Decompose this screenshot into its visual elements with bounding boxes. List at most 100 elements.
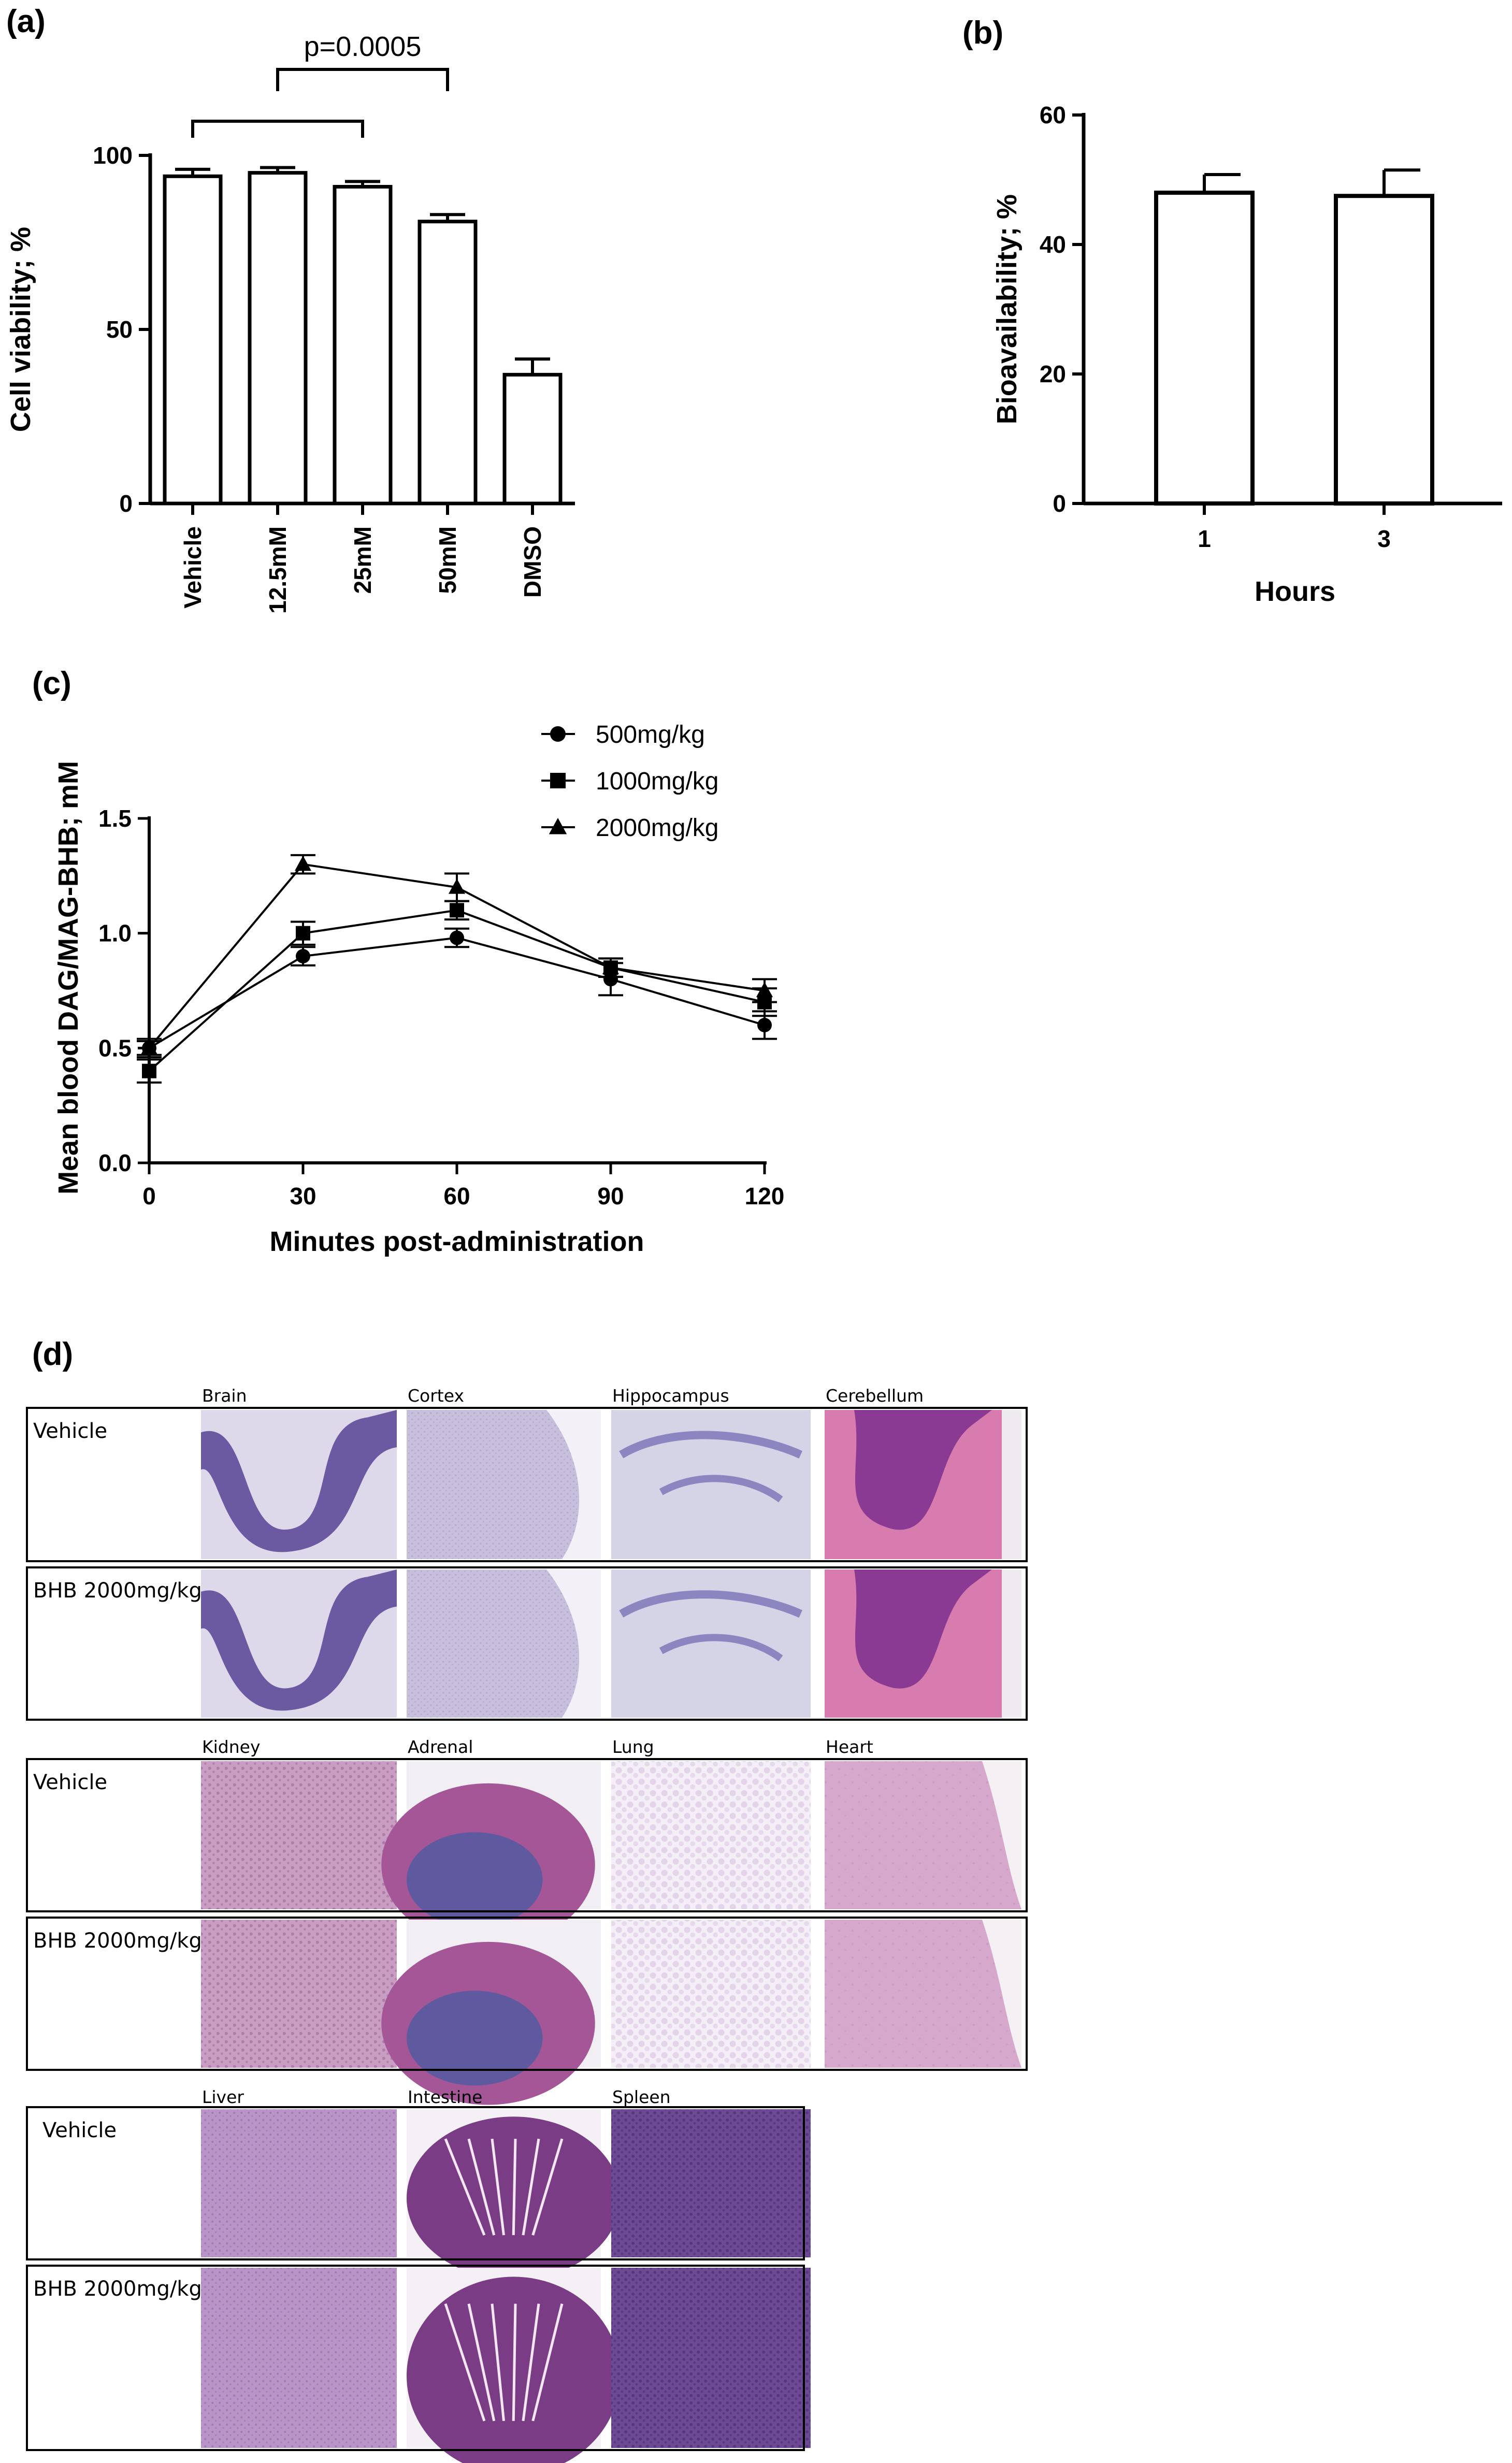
tissue-fold (512, 2303, 517, 2421)
tissue-bg (201, 1761, 397, 1909)
tissue-layer (659, 1475, 783, 1503)
tissue-image-heart (825, 1761, 1021, 1909)
tissue-fold (512, 2139, 517, 2236)
tissue-image-spleen (611, 2109, 811, 2257)
tissue-bg (611, 1920, 811, 2068)
data-point (450, 930, 464, 945)
data-point (603, 972, 618, 987)
tissue-layer (407, 1991, 543, 2086)
legend-marker (549, 818, 567, 834)
tissue-layer (854, 1569, 992, 1689)
data-point (142, 1063, 156, 1078)
panel-label-d: (d) (32, 1336, 73, 1372)
bar (1334, 194, 1434, 506)
tissue-layer (619, 1590, 803, 1618)
tissue-bg (201, 2109, 397, 2257)
tissue-layer (201, 1569, 397, 1711)
panel-label-b: (b) (962, 15, 1003, 51)
y-tick-label: 50 (106, 316, 133, 343)
tissue-image-brain (201, 1569, 397, 1718)
tissue-image-intestine (407, 2109, 621, 2280)
histology-row-frame (26, 1758, 1028, 1912)
data-point (140, 1039, 158, 1055)
y-tick-label: 1.0 (98, 920, 132, 947)
y-tick-label: 60 (1040, 102, 1066, 128)
y-tick-label: 20 (1040, 361, 1066, 387)
tissue-image-kidney (201, 1761, 397, 1909)
y-tick-label: 1.5 (98, 805, 132, 832)
panel-label-c: (c) (32, 666, 71, 701)
tissue-fold (444, 2138, 486, 2236)
data-point (448, 878, 466, 894)
tissue-image-adrenal (381, 1761, 601, 1947)
x-tick-label: 120 (745, 1183, 785, 1209)
tissue-edge (1002, 1569, 1021, 1718)
tissue-bg (825, 1920, 1021, 2068)
tissue-layer (659, 1634, 783, 1662)
tissue-label: Liver (202, 2087, 244, 2107)
data-point (602, 959, 620, 974)
bar (417, 220, 478, 506)
panel-label-a: (a) (6, 4, 46, 39)
row-label: BHB 2000mg/kg (33, 2277, 202, 2301)
tissue-image-liver (201, 2268, 397, 2448)
data-point (296, 926, 310, 941)
x-tick-label: Vehicle (179, 526, 206, 609)
tissue-fold (491, 2303, 505, 2422)
tissue-label: Brain (202, 1386, 247, 1406)
x-tick-label: DMSO (519, 526, 546, 598)
bar (248, 171, 308, 506)
histology-row-frame (26, 1566, 1028, 1721)
tissue-fold (467, 2303, 496, 2422)
legend-label: 500mg/kg (596, 721, 705, 748)
x-tick-label: 25mM (349, 526, 376, 594)
tissue-fold (522, 2138, 540, 2236)
tissue-image-cerebellum (825, 1410, 1021, 1559)
y-tick-label: 0 (119, 490, 133, 517)
p-value-label: p=0.0005 (304, 31, 422, 62)
x-tick-label: 30 (290, 1183, 316, 1209)
tissue-edge (546, 1569, 601, 1718)
histology-panel: Brain Cortex Hippocampus Cerebellum Vehicle B… (26, 1386, 1028, 2463)
y-axis-label: Mean blood DAG/MAG-BHB; mM (53, 761, 84, 1194)
tissue-label: Heart (826, 1737, 873, 1757)
tissue-edge (982, 1920, 1021, 2068)
histology-row-frame (26, 1917, 1028, 2071)
tissue-image-cortex (407, 1569, 601, 1718)
tissue-edge (1002, 1410, 1021, 1559)
tissue-fold (531, 2303, 564, 2422)
significance-bracket (191, 120, 364, 138)
tissue-image-hippocampus (611, 1410, 811, 1559)
y-tick-label: 40 (1040, 231, 1066, 258)
significance-bracket (276, 68, 449, 91)
x-axis-label: Minutes post-administration (269, 1226, 644, 1257)
data-point (450, 903, 464, 918)
tissue-label: Spleen (612, 2087, 671, 2107)
y-axis-label: Cell viability; % (5, 227, 36, 432)
data-point (296, 949, 310, 963)
tissue-image-kidney (201, 1920, 397, 2068)
tissue-bg (201, 2268, 397, 2448)
legend-label: 2000mg/kg (596, 814, 719, 842)
data-point (294, 855, 312, 871)
tissue-bg (611, 2268, 811, 2448)
tissue-bg (825, 1761, 1021, 1909)
legend-marker (550, 726, 566, 742)
row-label: Vehicle (33, 1770, 107, 1794)
tissue-image-cortex (407, 1410, 601, 1559)
chart-a: 0 50 100 Vehicle 12.5mM 25mM 50mM DMSO Cell viab… (5, 31, 575, 614)
x-tick-label: 1 (1198, 525, 1211, 552)
y-tick-label: 0.0 (98, 1149, 132, 1176)
tissue-fold (522, 2303, 540, 2422)
tissue-label: Adrenal (408, 1737, 473, 1757)
bar (333, 184, 393, 506)
x-tick-label: 12.5mM (264, 526, 291, 614)
legend-label: 1000mg/kg (596, 768, 719, 795)
tissue-layer (201, 1410, 397, 1552)
tissue-layer (619, 1431, 803, 1459)
row-label: Vehicle (42, 2119, 117, 2142)
tissue-image-liver (201, 2109, 397, 2257)
chart-b: 0 20 40 60 1 3 Hours Bioavailability; % (991, 102, 1502, 607)
legend-marker (550, 773, 566, 788)
